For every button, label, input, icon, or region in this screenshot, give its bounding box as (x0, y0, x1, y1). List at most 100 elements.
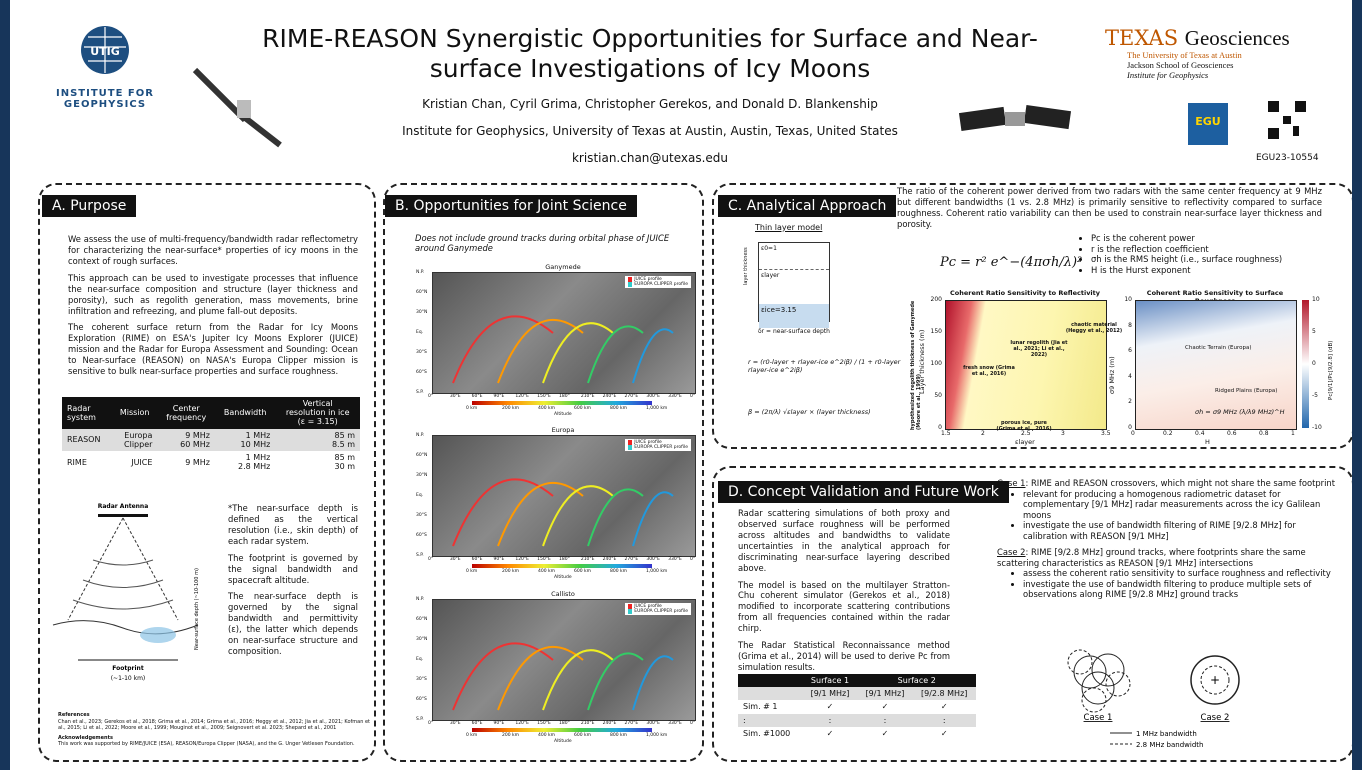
track (542, 649, 614, 711)
lon-label: 330°E (668, 557, 682, 562)
legend-entry: JUICE profile (628, 277, 688, 282)
section-d (712, 466, 1352, 762)
lon-label: 330°E (668, 721, 682, 726)
track (497, 645, 584, 711)
c-tick: 10 (1312, 296, 1320, 303)
lat-label: Eq. (416, 657, 424, 662)
lat-label: 30°N (416, 473, 428, 478)
beta-eq: β = (2π/λ) √εlayer × (layer thickness) (748, 408, 871, 416)
track (497, 481, 584, 547)
colorbar-label: Altitude (554, 739, 572, 744)
lat-label: 60°S (416, 370, 427, 375)
ack-heading: Acknowledgements (58, 734, 113, 741)
lat-label: N.P. (416, 597, 425, 602)
x-tick: 0.2 (1163, 430, 1173, 437)
y-tick: 0 (938, 424, 942, 431)
geosciences: Geosciences (1184, 26, 1290, 50)
colorbar-tick: 400 km (538, 406, 556, 411)
lon-label: 120°E (515, 721, 530, 726)
lat-label: 60°S (416, 697, 427, 702)
paragraph: The coherent surface return from the Rad… (68, 322, 358, 377)
texas-sub: The University of Texas at Austin Jackso… (1127, 50, 1242, 80)
texas: TEXAS (1105, 26, 1179, 50)
cell: : (883, 715, 887, 725)
section-a (38, 183, 376, 762)
x-tick: 0.6 (1227, 430, 1237, 437)
cell: Sim. #1000 (743, 728, 791, 738)
legend-1: 1 MHz bandwidth (1136, 730, 1197, 738)
lon-label: 90°E (493, 394, 505, 399)
plot-formula: σh = σ9 MHz (λ/λ9 MHz)^H (1195, 408, 1285, 416)
header-cell: Center frequency (166, 403, 207, 422)
lon-label: 270°E (624, 721, 639, 726)
lat-label: 60°N (416, 617, 428, 622)
footprint-size: (~1-10 km) (111, 675, 146, 682)
bullet: assess the coherent ratio sensitivity to… (1023, 568, 1337, 579)
y-label: σ9 MHz (m) (1108, 356, 1116, 394)
note: The near-surface depth is governed by th… (228, 591, 358, 657)
y-tick: 0 (1128, 424, 1132, 431)
bullet: H is the Hurst exponent (1091, 265, 1352, 276)
x-label: H (1205, 438, 1210, 446)
cell: Sim. # 1 (743, 702, 778, 712)
cell: ✓ (881, 702, 889, 712)
lat-label: 30°S (416, 677, 427, 682)
layer-stack: ε0=1 εlayer εice=3.15 (758, 242, 830, 328)
legend-entry: EUROPA CLIPPER profile (628, 282, 688, 287)
cases: Case 1: RIME and REASON crossovers, whic… (997, 478, 1337, 606)
legend-2: 2.8 MHz bandwidth (1136, 741, 1203, 749)
heading-a: A. Purpose (42, 195, 137, 217)
case-1-label: Case 1 (1084, 713, 1113, 723)
colorbar (472, 728, 652, 732)
lon-label: 270°E (624, 394, 639, 399)
lat-label: S.P. (416, 717, 424, 722)
colorbar-tick: 200 km (502, 406, 520, 411)
lon-label: 0° (690, 721, 696, 726)
paragraph: This approach can be used to investigate… (68, 272, 358, 316)
cell: : (743, 715, 746, 725)
paragraph: Radar scattering simulations of both pro… (738, 508, 950, 573)
lon-label: 150°E (537, 557, 551, 562)
x-tick: 0.8 (1259, 430, 1269, 437)
x-tick: 3 (1061, 430, 1065, 437)
cell: ✓ (881, 728, 889, 738)
lon-label: 90°E (493, 557, 505, 562)
colorbar-tick: 800 km (610, 569, 628, 574)
egu-code: EGU23-10554 (1256, 153, 1319, 163)
lat-label: 30°S (416, 350, 427, 355)
spacecraft-clipper (958, 105, 1072, 131)
bullet: investigate the use of bandwidth filteri… (1023, 520, 1337, 541)
lat-label: 30°S (416, 513, 427, 518)
lon-label: 0° (428, 721, 434, 726)
case-bullets: relevant for producing a homogenous radi… (1007, 489, 1337, 542)
validation-text: Radar scattering simulations of both pro… (738, 508, 950, 679)
plot-title: Coherent Ratio Sensitivity to Reflectivi… (949, 289, 1101, 297)
ut: The University of Texas at Austin (1127, 50, 1242, 60)
plot-note: fresh snow (Grima et al., 2016) (963, 365, 1015, 377)
y-tick: 10 (1124, 296, 1132, 303)
track (542, 322, 614, 384)
legend-entry: EUROPA CLIPPER profile (628, 609, 688, 614)
x-tick: 1.5 (941, 430, 951, 437)
radar-table: Radar system Mission Center frequency Bandw… (62, 397, 360, 474)
lat-label: 60°N (416, 290, 428, 295)
plot-note: lunar regolith (Jia et al., 2021; Li et … (1010, 340, 1068, 358)
bullet: σh is the RMS height (i.e., surface roug… (1091, 254, 1352, 265)
plot-note: Ridged Plains (Europa) (1215, 388, 1278, 394)
group-cell: Surface 1 (810, 676, 850, 685)
lat-label: S.P. (416, 553, 424, 558)
ref-heading: References (58, 712, 90, 718)
lon-label: 0° (428, 557, 434, 562)
cell: Europa Clipper (124, 430, 153, 449)
y-tick: 150 (930, 328, 942, 335)
sub-cell: [9/2.8 MHz] (920, 689, 968, 699)
bullet: Pc is the coherent power (1091, 233, 1352, 244)
colorbar-tick: 800 km (610, 406, 628, 411)
c-label: Pc[9/1]/Pc[9/2.8] (dB) (1328, 340, 1334, 400)
paragraph: We assess the use of multi-frequency/ban… (68, 234, 358, 266)
row: :::: (738, 713, 976, 727)
c-tick: -5 (1312, 392, 1318, 399)
y-tick: 4 (1128, 372, 1132, 380)
lat-label: 30°N (416, 310, 428, 315)
case-2-label: Case 2 (1201, 713, 1230, 723)
